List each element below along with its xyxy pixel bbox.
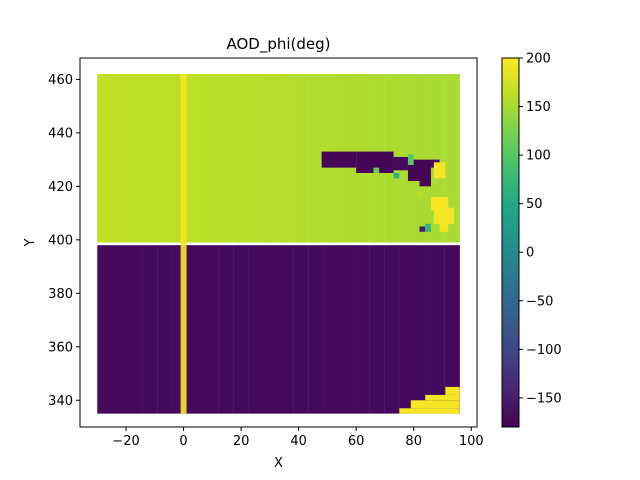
heatmap-patch [433,207,454,224]
heatmap-cell [429,245,445,414]
heatmap-cell [218,245,234,414]
heatmap-cell [202,245,219,414]
heatmap-patch [356,151,394,173]
heatmap-cell [157,74,173,243]
colorbar-tick-label: 200 [526,52,551,67]
heatmap-cell [157,245,173,414]
colorbar-tick-label: 0 [526,246,534,261]
heatmap-cell [233,245,249,414]
heatmap-cell [127,74,143,243]
heatmap-patch [399,408,460,414]
heatmap-patch [410,400,460,409]
heatmap-cell [202,74,219,243]
heatmap-cell [278,74,294,243]
heatmap-patch [407,154,414,165]
heatmap-patch [425,223,431,232]
heatmap-cell [384,245,400,414]
heatmap-patch [416,191,423,198]
colorbar-tick-label: 150 [526,100,551,115]
heatmap-cell [399,245,415,414]
colorbar-ticks: −150 −100 −50 0 50 100 150 200 [519,52,562,406]
y-tick-label: 340 [48,394,73,409]
y-axis-label: Y [23,238,38,247]
x-tick-label: 80 [405,434,422,449]
heatmap-patch [425,394,460,401]
heatmap-patch [445,386,460,395]
heatmap-cell [142,74,158,243]
heatmap-cell [354,245,370,414]
heatmap-patch [419,226,426,232]
heatmap-cell [97,74,113,243]
heatmap-cell [308,74,324,243]
heatmap-cell [142,245,158,414]
heatmap-cell [323,245,340,414]
x-tick-label: 20 [233,434,250,449]
heatmap-cell [444,245,460,414]
colorbar-tick-label: 50 [526,197,543,212]
heatmap-cell [263,74,279,243]
y-axis-ticks: 340 360 380 400 420 440 460 [48,73,80,409]
plot-frame [79,57,478,428]
heatmap-cell [233,74,249,243]
heatmap-cell [112,245,128,414]
x-tick-label: 100 [459,434,484,449]
x-axis-ticks: −20 0 20 40 60 80 100 [112,427,484,449]
heatmap-cell [97,245,113,414]
heatmap-patch [419,178,431,187]
x-tick-label: 60 [348,434,365,449]
heatmap-cell [248,245,264,414]
heatmap-cells [97,74,460,414]
heatmap-patch [393,172,400,179]
heatmap-cell [414,245,430,414]
y-tick-label: 460 [48,73,73,88]
heatmap-cell [278,245,294,414]
colorbar-gradient [501,57,520,428]
x-tick-label: 0 [179,434,187,449]
heatmap-cell [218,74,234,243]
colorbar-tick-label: −50 [526,294,553,309]
heatmap-patch [439,223,449,232]
heatmap-cell [293,245,309,414]
x-axis-label: X [274,456,283,471]
plot-area: −20 0 20 40 60 80 100 340 360 380 400 420 440 460 [48,57,484,449]
y-tick-label: 440 [48,126,73,141]
colorbar-tick-label: 100 [526,149,551,164]
heatmap-cell [127,245,143,414]
x-tick-label: 40 [290,434,307,449]
heatmap-patch [433,162,446,179]
heatmap-cell [414,74,430,243]
heatmap-cell [112,74,128,243]
heatmap-patch [393,156,408,171]
heatmap-cell [293,74,309,243]
y-tick-label: 400 [48,233,73,248]
y-tick-label: 380 [48,287,73,302]
heatmap-cell [338,245,355,414]
heatmap-cell [248,74,264,243]
heatmap-cell [187,74,204,243]
heatmap-cell [308,245,324,414]
heatmap-patch [430,197,449,211]
heatmap-patch [373,167,380,173]
heatmap-cell [263,245,279,414]
chart-title: AOD_phi(deg) [226,35,330,54]
colorbar-tick-label: −150 [526,391,562,406]
heatmap-cell [187,245,204,414]
y-tick-label: 360 [48,340,73,355]
colorbar: −150 −100 −50 0 50 100 150 200 [501,52,562,428]
x-tick-label: −20 [112,434,139,449]
colorbar-tick-label: −100 [526,343,562,358]
heatmap-cell [369,245,385,414]
heatmap-patch [321,151,357,168]
y-tick-label: 420 [48,180,73,195]
heatmap-cell [444,74,460,243]
